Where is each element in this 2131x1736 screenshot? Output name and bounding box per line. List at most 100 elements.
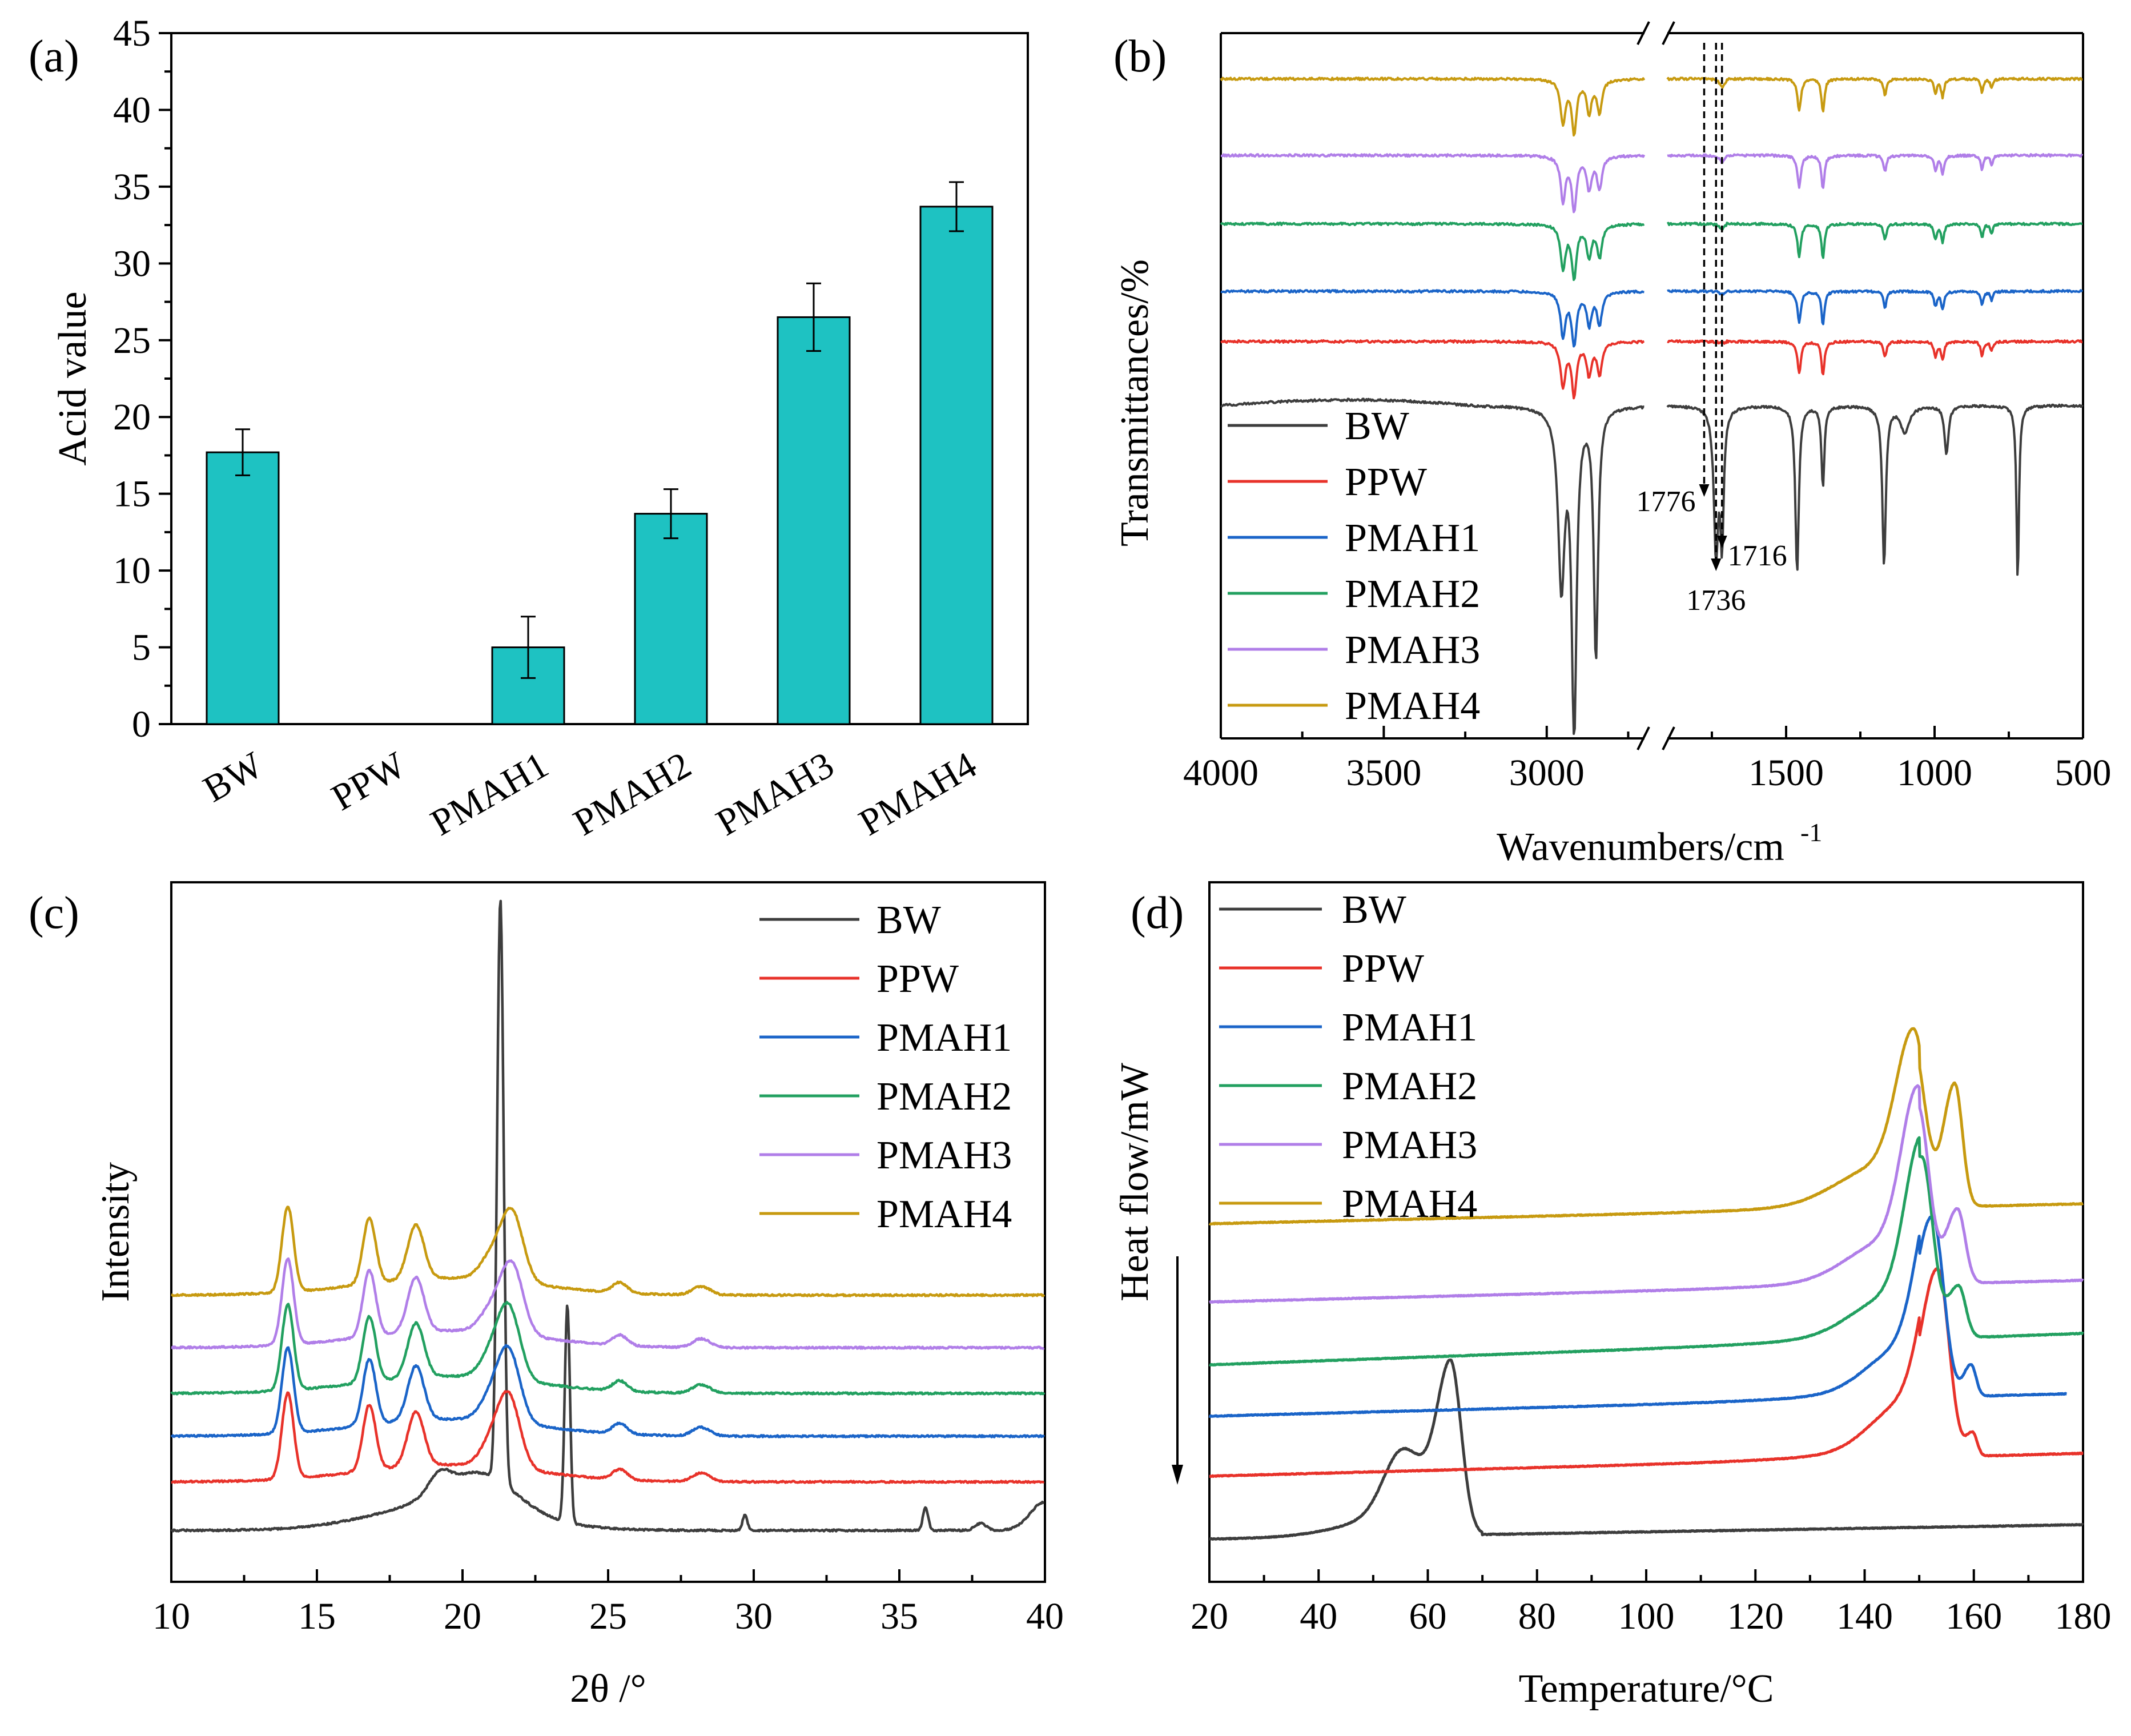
- x-category-label: PPW: [324, 744, 413, 818]
- panel-label: (a): [29, 31, 79, 82]
- x-tick-label: 30: [735, 1596, 773, 1637]
- y-tick-label: 20: [113, 396, 151, 438]
- x-tick-label: 80: [1518, 1596, 1556, 1637]
- y-tick-label: 5: [132, 627, 151, 669]
- ftir-line-pmah1: [1667, 289, 2084, 326]
- legend-label: PMAH4: [876, 1192, 1012, 1236]
- panel-label: (c): [29, 888, 79, 938]
- legend-label: PMAH3: [1342, 1123, 1477, 1167]
- annotation-arrowhead: [1699, 484, 1710, 497]
- panel-d: (d) 20 40 60 80 100 120 140 160 180 Temperature/°C…: [1113, 881, 2112, 1711]
- plot-frame: [1208, 881, 2084, 1583]
- x-category-label: PMAH4: [852, 744, 983, 844]
- legend-label: PPW: [1342, 947, 1424, 991]
- legend-label: PMAH3: [1345, 628, 1480, 672]
- x-tick-label: 500: [2055, 752, 2112, 794]
- panel-label: (d): [1131, 888, 1184, 938]
- dsc-line-bw: [1208, 1359, 2084, 1541]
- ftir-line-pmah3: [1667, 153, 2084, 189]
- x-tick-label: 1500: [1748, 752, 1824, 794]
- x-axis-label-superscript: -1: [1800, 818, 1822, 847]
- y-tick-label: 45: [113, 13, 151, 54]
- x-category-label: PMAH2: [566, 744, 698, 844]
- y-axis-label: Acid value: [51, 291, 95, 465]
- ftir-line-bw: [1220, 397, 1645, 735]
- x-tick-label: 3500: [1346, 752, 1421, 794]
- ftir-line-pmah4: [1666, 77, 2083, 112]
- legend-label: PPW: [876, 957, 959, 1001]
- xrd-line-pmah1: [170, 1344, 1045, 1438]
- x-tick-label: 100: [1618, 1596, 1675, 1637]
- bar-pmah3: [777, 316, 851, 725]
- xrd-line-pmah2: [170, 1300, 1046, 1396]
- y-tick-label: 40: [113, 89, 151, 131]
- x-tick-label: 60: [1409, 1596, 1447, 1637]
- y-axis-label: Transmittances/%: [1113, 259, 1157, 546]
- legend-label: PMAH1: [876, 1016, 1012, 1060]
- bar-pmah2: [634, 513, 708, 725]
- legend-label: PMAH1: [1345, 516, 1480, 560]
- dsc-line-pmah1: [1208, 1215, 2068, 1418]
- x-tick-label: 20: [1191, 1596, 1228, 1637]
- legend-label: PPW: [1345, 460, 1427, 504]
- x-tick-label: 25: [589, 1596, 627, 1637]
- legend-label: PMAH1: [1342, 1006, 1477, 1050]
- x-tick-label: 3000: [1509, 752, 1585, 794]
- legend-label: BW: [876, 898, 941, 942]
- x-tick-label: 1000: [1897, 752, 1972, 794]
- legend-label: BW: [1345, 404, 1409, 448]
- axis-break-mark: [1637, 726, 1650, 750]
- y-axis-label: Heat flow/mW: [1113, 1063, 1157, 1301]
- ftir-line-pmah2: [1666, 222, 2083, 259]
- y-tick-label: 25: [113, 320, 151, 361]
- annotation-label: 1716: [1728, 540, 1787, 572]
- panel-c: (c) 10 15 20 25 30 35 40 2θ /° Intensity BW PPW PMAH…: [29, 881, 1064, 1711]
- axis-break-mark: [1662, 21, 1675, 45]
- ftir-line-pmah1: [1220, 289, 1645, 348]
- legend-label: PMAH2: [876, 1075, 1012, 1119]
- x-tick-label: 180: [2055, 1596, 2112, 1637]
- y-tick-label: 30: [113, 243, 151, 284]
- x-axis-label: 2θ /°: [570, 1667, 646, 1711]
- ftir-line-ppw: [1220, 339, 1645, 400]
- x-tick-label: 4000: [1183, 752, 1259, 794]
- x-tick-label: 160: [1945, 1596, 2002, 1637]
- legend-label: PMAH4: [1342, 1182, 1477, 1226]
- annotation-arrowhead: [1711, 558, 1722, 571]
- axis-break-mark: [1662, 726, 1675, 750]
- y-tick-label: 0: [132, 704, 151, 745]
- annotation-label: 1736: [1686, 584, 1746, 617]
- x-tick-label: 40: [1300, 1596, 1337, 1637]
- annotation-label: 1776: [1636, 485, 1695, 518]
- x-tick-label: 40: [1026, 1596, 1064, 1637]
- x-tick-label: 15: [298, 1596, 336, 1637]
- x-tick-label: 140: [1836, 1596, 1893, 1637]
- x-category-label: PMAH1: [424, 744, 555, 844]
- xrd-line-pmah3: [171, 1257, 1045, 1350]
- ftir-line-bw: [1666, 403, 2084, 576]
- x-tick-label: 35: [880, 1596, 918, 1637]
- ftir-line-pmah2: [1220, 222, 1645, 282]
- panel-b: (b) 4000 3500 3000 1500 1000 500 Wavenumbers/cm…: [1113, 21, 2112, 869]
- dsc-line-pmah3: [1208, 1084, 2084, 1304]
- axis-break-mark: [1637, 21, 1650, 45]
- legend-label: PMAH3: [876, 1134, 1012, 1178]
- legend-label: PMAH4: [1345, 684, 1480, 728]
- x-category-label: BW: [196, 744, 270, 810]
- annotation-arrowhead: [1716, 536, 1727, 548]
- legend-label: PMAH2: [1345, 572, 1480, 616]
- x-tick-label: 10: [152, 1596, 190, 1637]
- xrd-line-bw: [170, 899, 1045, 1533]
- legend-label: PMAH2: [1342, 1064, 1477, 1108]
- xrd-line-pmah4: [171, 1205, 1046, 1297]
- xrd-line-ppw: [171, 1390, 1045, 1484]
- ftir-line-ppw: [1667, 339, 2083, 376]
- plot-frame: [170, 32, 1029, 725]
- y-axis-label: Intensity: [94, 1162, 138, 1302]
- dsc-line-pmah4: [1208, 1027, 2084, 1225]
- dsc-line-pmah2: [1208, 1136, 2084, 1367]
- x-category-label: PMAH3: [709, 744, 841, 844]
- panel-label: (b): [1113, 31, 1167, 82]
